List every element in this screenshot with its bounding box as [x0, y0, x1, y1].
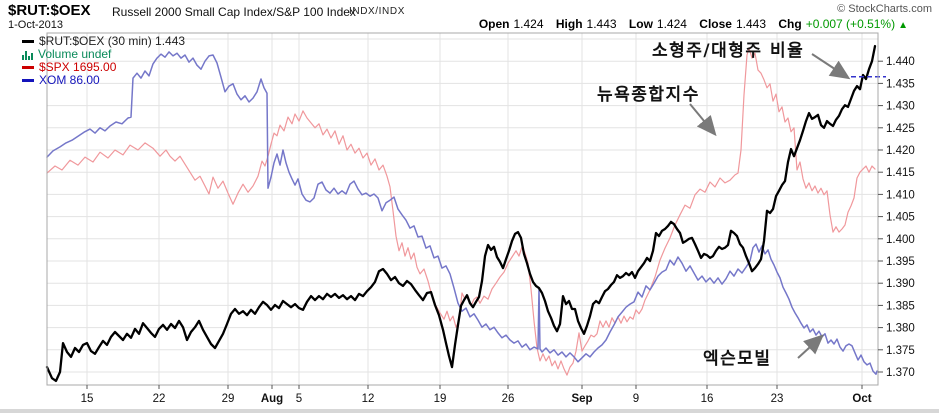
y-axis-label: 1.405 [886, 212, 915, 224]
annotation-arrow-exxon-note [797, 334, 824, 359]
line-swatch-icon [22, 79, 34, 82]
legend-item-spx: $SPX 1695.00 [22, 61, 185, 74]
high-label: High [555, 17, 583, 31]
y-axis-label: 1.435 [886, 78, 915, 90]
open-value: 1.424 [513, 17, 544, 31]
x-axis-label: 12 [362, 393, 375, 405]
y-axis-label: 1.390 [886, 278, 915, 290]
y-axis-label: 1.420 [886, 145, 915, 157]
legend-label: $RUT:$OEX (30 min) 1.443 [39, 34, 186, 48]
x-axis-label: Aug [261, 393, 283, 405]
annotation-exxonmobil: 엑슨모빌 [703, 349, 772, 369]
y-axis-label: 1.400 [886, 234, 915, 246]
x-axis-label: 23 [771, 393, 784, 405]
legend-item-rut-oex: $RUT:$OEX (30 min) 1.443 [22, 35, 185, 48]
y-axis-label: 1.380 [886, 323, 915, 335]
x-axis-label: 5 [296, 393, 302, 405]
low-label: Low [628, 17, 653, 31]
legend-item-xom: XOM 86.00 [22, 74, 185, 87]
high-value: 1.443 [586, 17, 617, 31]
line-swatch-icon [22, 40, 34, 43]
x-axis-label: Oct [852, 393, 871, 405]
legend-item-volume: Volume undef [22, 48, 185, 61]
close-value: 1.443 [735, 17, 767, 31]
chart-date: 1-Oct-2013 [8, 19, 64, 31]
y-axis-label: 1.430 [886, 101, 915, 113]
chg-value: +0.007 (+0.51%) [805, 17, 896, 31]
series-line-spx [46, 47, 876, 376]
open-label: Open [478, 17, 510, 31]
low-value: 1.424 [656, 17, 687, 31]
x-axis-label: 15 [81, 393, 94, 405]
copyright-label: © StockCharts.com [837, 3, 932, 15]
annotation-arrow-nyse-note [689, 103, 717, 137]
x-axis-label: Sep [571, 393, 592, 405]
ohlc-quote-bar: Open 1.424 High 1.443 Low 1.424 Close 1.443 … [479, 17, 908, 31]
up-triangle-icon: ▲ [898, 20, 908, 31]
x-axis-label: 22 [153, 393, 166, 405]
y-axis-label: 1.375 [886, 345, 915, 357]
exchange-label: INDX/INDX [349, 6, 405, 17]
y-axis-label: 1.370 [886, 367, 915, 379]
symbol-description: Russell 2000 Small Cap Index/S&P 100 Ind… [112, 5, 356, 19]
y-axis-label: 1.415 [886, 167, 915, 179]
symbol-title: $RUT:$OEX [8, 2, 91, 19]
x-axis-label: 19 [434, 393, 447, 405]
series-line-rut-oex [45, 44, 877, 383]
x-axis-label: 29 [222, 393, 235, 405]
y-axis-label: 1.385 [886, 300, 915, 312]
plot-border [46, 32, 879, 386]
y-axis-label: 1.425 [886, 123, 915, 135]
y-axis-label: 1.440 [886, 56, 915, 68]
x-axis-label: 16 [701, 393, 714, 405]
line-swatch-icon [22, 66, 34, 69]
legend-label: XOM 86.00 [39, 73, 100, 87]
y-axis-label: 1.410 [886, 189, 915, 201]
volume-bars-icon [22, 50, 34, 60]
y-axis-label: 1.395 [886, 256, 915, 268]
x-axis-label: 26 [502, 393, 515, 405]
close-label: Close [699, 17, 732, 31]
annotation-ny-composite: 뉴욕종합지수 [597, 85, 700, 105]
window-bottom-edge [0, 409, 939, 413]
series-line-xom [46, 51, 878, 375]
annotation-arrow-ratio-note [811, 53, 851, 80]
annotation-smallcap-largecap-ratio: 소형주/대형주 비율 [652, 41, 805, 61]
chart-legend: $RUT:$OEX (30 min) 1.443 Volume undef $S… [22, 35, 185, 87]
legend-label: Volume undef [38, 47, 112, 61]
legend-label: $SPX 1695.00 [39, 60, 117, 74]
chg-label: Chg [778, 17, 802, 31]
x-axis-label: 9 [633, 393, 639, 405]
